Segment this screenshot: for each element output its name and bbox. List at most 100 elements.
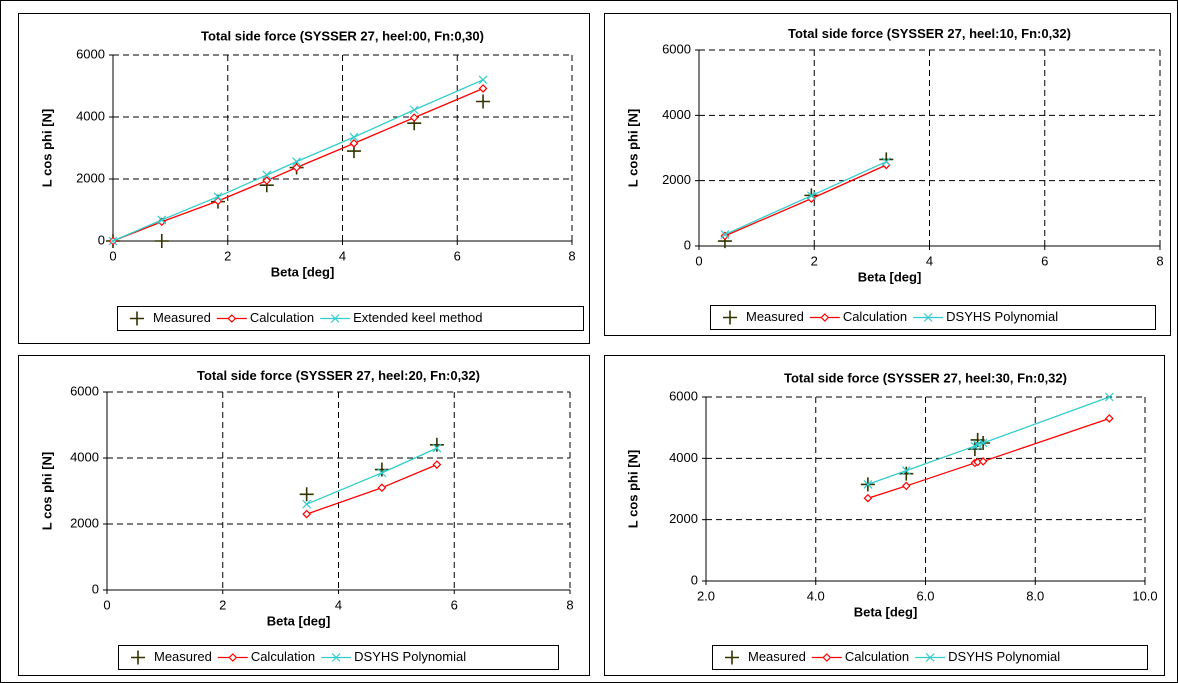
- marker: [970, 441, 980, 451]
- panel-frame: [604, 355, 1165, 676]
- y-tick-label: 2000: [662, 172, 691, 187]
- marker: [262, 170, 272, 180]
- y-tick-label: 0: [92, 581, 99, 596]
- marker: [262, 176, 272, 185]
- marker: [720, 231, 730, 241]
- legend-label: Calculation: [251, 649, 315, 664]
- x-tick-label: 4: [339, 248, 346, 263]
- y-tick-label: 4000: [669, 450, 698, 465]
- legend-marker: [723, 310, 737, 325]
- y-tick-label: 6000: [669, 388, 698, 403]
- legend-label: Measured: [746, 309, 804, 324]
- panel-frame: [18, 355, 590, 676]
- series-line: [112, 87, 484, 242]
- series-line: [112, 79, 484, 242]
- legend-label: Calculation: [845, 649, 909, 664]
- marker: [292, 157, 302, 167]
- marker: [349, 139, 359, 148]
- panel-frame: [604, 13, 1171, 336]
- x-axis-title: Beta [deg]: [854, 604, 918, 619]
- x-tick-label: 8: [568, 248, 575, 263]
- marker: [302, 509, 312, 519]
- legend-marker: [820, 313, 830, 322]
- marker: [377, 468, 387, 478]
- marker: [806, 191, 816, 201]
- series-line: [867, 396, 1110, 486]
- x-tick-label: 8: [566, 597, 573, 612]
- marker: [901, 481, 911, 491]
- y-tick-label: 0: [691, 572, 698, 587]
- x-tick-label: 2: [811, 253, 818, 268]
- legend-marker: [822, 653, 832, 662]
- marker: [476, 94, 491, 109]
- legend-label: Calculation: [250, 310, 314, 325]
- marker: [157, 215, 167, 225]
- legend-label: Measured: [154, 649, 212, 664]
- x-tick-label: 4: [926, 253, 933, 268]
- marker: [409, 113, 419, 122]
- legend-label: Measured: [153, 310, 211, 325]
- legend-marker: [130, 311, 144, 326]
- marker: [1104, 414, 1114, 423]
- y-tick-label: 0: [684, 237, 691, 252]
- legend-marker: [228, 653, 238, 662]
- legend-label: DSYHS Polynomial: [946, 309, 1058, 324]
- legend-label: Extended keel method: [353, 310, 482, 325]
- y-tick-label: 6000: [76, 46, 105, 61]
- chart-title: Total side force (SYSSER 27, heel:20, Fn…: [197, 368, 480, 383]
- x-tick-label: 0: [695, 253, 702, 268]
- y-tick-label: 4000: [76, 108, 105, 123]
- chart-title: Total side force (SYSSER 27, heel:00, Fn…: [201, 28, 484, 43]
- x-tick-label: 2: [219, 597, 226, 612]
- marker: [429, 437, 444, 452]
- marker: [978, 457, 988, 466]
- x-tick-label: 10.0: [1132, 588, 1157, 603]
- y-tick-label: 2000: [669, 511, 698, 526]
- y-tick-label: 2000: [70, 515, 99, 530]
- x-tick-label: 6: [454, 248, 461, 263]
- legend-box: [710, 305, 1156, 330]
- legend-marker: [330, 314, 340, 323]
- series-line: [306, 464, 438, 515]
- y-tick-label: 0: [98, 232, 105, 247]
- x-tick-label: 8.0: [1026, 588, 1044, 603]
- y-axis-title: L cos phi [N]: [39, 109, 54, 187]
- marker: [863, 493, 873, 503]
- x-tick-label: 6: [451, 597, 458, 612]
- marker: [978, 438, 988, 448]
- x-tick-label: 4.0: [807, 588, 825, 603]
- x-tick-label: 2.0: [697, 588, 715, 603]
- marker: [213, 192, 223, 202]
- panel-frame: [18, 13, 590, 344]
- marker: [478, 84, 488, 93]
- y-tick-label: 6000: [662, 41, 691, 56]
- legend-label: DSYHS Polynomial: [948, 649, 1060, 664]
- legend-marker: [925, 653, 935, 662]
- marker: [863, 479, 873, 489]
- y-tick-label: 4000: [662, 107, 691, 122]
- x-tick-label: 0: [109, 248, 116, 263]
- marker: [967, 442, 982, 457]
- legend-marker: [923, 313, 933, 322]
- y-axis-title: L cos phi [N]: [625, 109, 640, 187]
- marker: [901, 466, 911, 476]
- marker: [108, 236, 118, 246]
- x-axis-title: Beta [deg]: [267, 613, 331, 628]
- x-tick-label: 6.0: [916, 588, 934, 603]
- series-line: [306, 447, 438, 505]
- marker: [720, 230, 730, 239]
- chart-title: Total side force (SYSSER 27, heel:30, Fn…: [784, 370, 1067, 385]
- y-tick-label: 4000: [70, 449, 99, 464]
- y-axis-title: L cos phi [N]: [625, 450, 640, 528]
- marker: [302, 499, 312, 509]
- x-axis-title: Beta [deg]: [271, 264, 335, 279]
- series-line: [724, 164, 887, 237]
- marker: [881, 157, 891, 167]
- x-tick-label: 6: [1041, 253, 1048, 268]
- marker: [432, 460, 442, 469]
- legend-label: DSYHS Polynomial: [354, 649, 466, 664]
- chart-title: Total side force (SYSSER 27, heel:10, Fn…: [788, 26, 1071, 41]
- x-tick-label: 2: [224, 248, 231, 263]
- marker: [349, 132, 359, 142]
